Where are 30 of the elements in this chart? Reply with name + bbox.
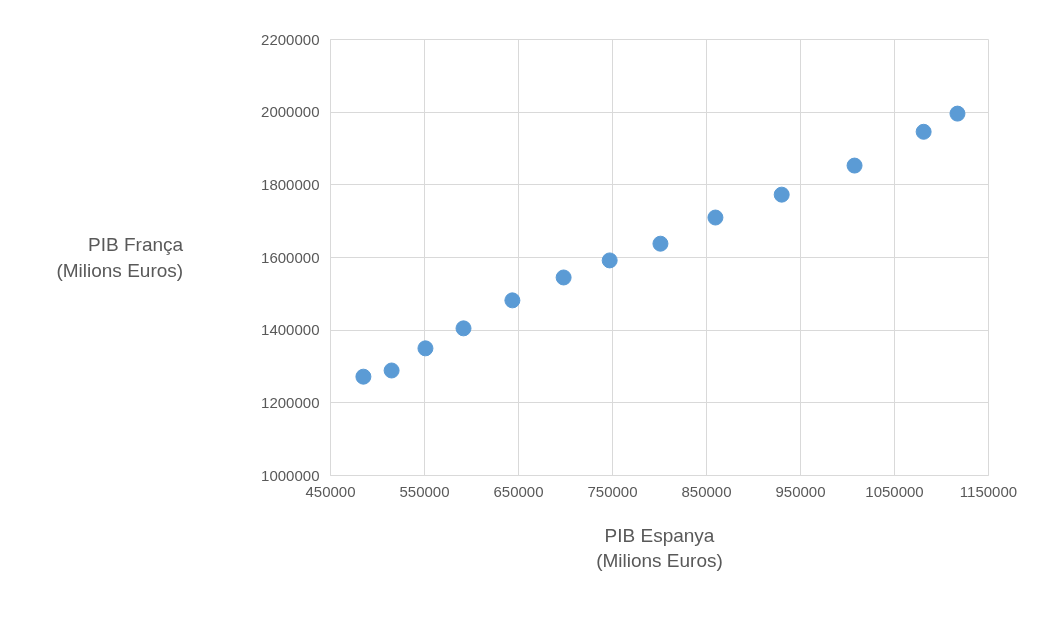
y-tick-label: 2200000 [261,30,320,48]
point [707,209,724,226]
y-tick-label: 1000000 [261,466,320,484]
y-tick-label: 1600000 [261,248,320,266]
point [949,105,966,122]
x-tick-label: 950000 [775,482,826,500]
x-tick-label: 750000 [587,482,638,500]
point [455,320,472,337]
x-tick-label: 550000 [399,482,450,500]
x-tick-label: 1150000 [959,482,1018,500]
point [846,157,863,174]
point [355,368,372,385]
point [504,292,521,309]
x-tick-label: 450000 [305,482,356,500]
point [417,340,434,357]
x-tick-label: 650000 [493,482,544,500]
point [383,362,400,379]
x-tick-label: 850000 [681,482,732,500]
y-axis-title: PIB França (Milions Euros) [56,234,184,281]
point [601,252,618,269]
y-tick-label: 1400000 [261,321,320,339]
x-axis-title: PIB Espanya (Milions Euros) [596,524,723,571]
point [555,269,572,286]
point [652,235,669,252]
y-tick-label: 1800000 [261,175,320,193]
x-tick-label: 1050000 [865,482,924,500]
point [773,186,790,203]
point [915,123,932,140]
y-tick-label: 2000000 [261,103,320,121]
y-tick-label: 1200000 [261,393,320,411]
